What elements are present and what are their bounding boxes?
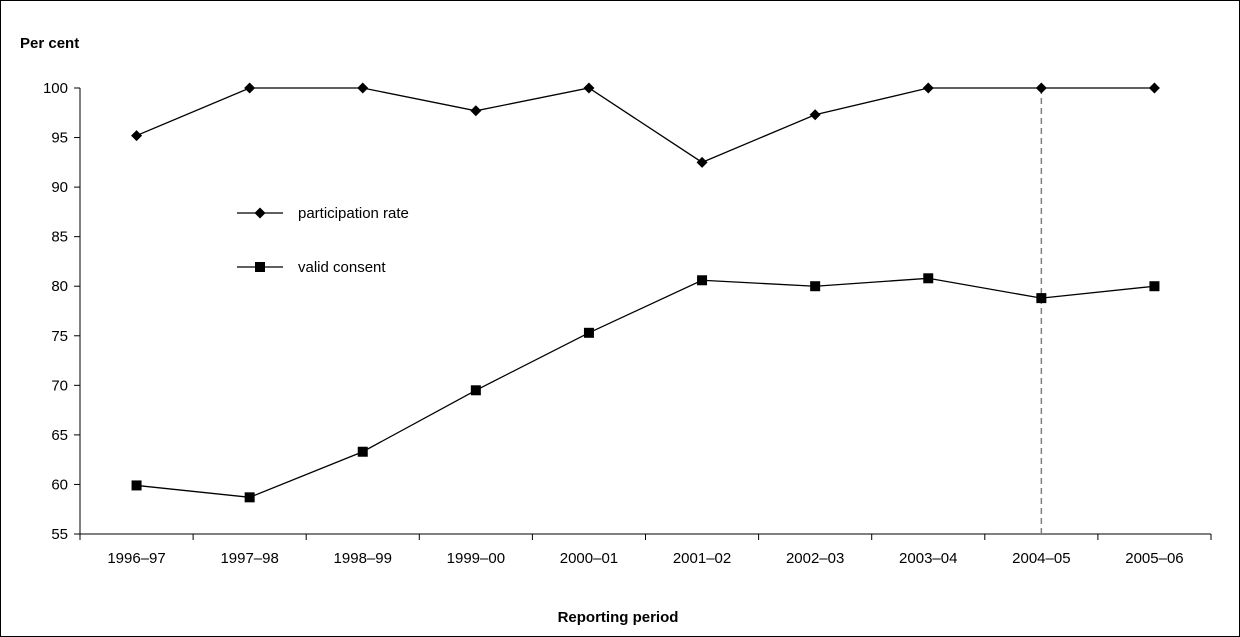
data-point-valid-consent xyxy=(131,480,142,491)
x-tick-label: 2002–03 xyxy=(786,550,844,567)
legend-item-participation-rate: participation rate xyxy=(237,205,409,222)
series-line-participation-rate xyxy=(136,87,1155,164)
legend: participation rate valid consent xyxy=(237,205,409,276)
data-point-participation-rate xyxy=(357,82,369,94)
y-tick-label: 70 xyxy=(51,377,68,394)
legend-label-valid-consent: valid consent xyxy=(298,259,386,276)
x-tick-label: 1998–99 xyxy=(334,550,392,567)
series-participation-rate xyxy=(131,82,1160,168)
x-tick-label: 1996–97 xyxy=(107,550,165,567)
series-valid-consent xyxy=(131,273,1160,503)
legend-marker-participation-rate xyxy=(254,207,266,219)
y-tick-label: 80 xyxy=(51,278,68,295)
data-point-valid-consent xyxy=(697,275,708,286)
data-point-valid-consent xyxy=(923,273,934,284)
series-layer xyxy=(131,82,1160,503)
y-tick-label: 95 xyxy=(51,130,68,147)
y-tick-label: 60 xyxy=(51,476,68,493)
data-point-participation-rate xyxy=(470,105,482,117)
y-tick-label: 85 xyxy=(51,229,68,246)
y-tick-label: 90 xyxy=(51,179,68,196)
data-point-participation-rate xyxy=(131,130,143,142)
legend-item-valid-consent: valid consent xyxy=(237,259,386,276)
data-point-participation-rate xyxy=(583,82,595,94)
x-tick-label: 2003–04 xyxy=(899,550,957,567)
y-tick-label: 65 xyxy=(51,427,68,444)
x-axis-title: Reporting period xyxy=(558,609,679,626)
axes: 55 60 65 70 75 80 85 90 95 100 1996–97 1997–98 1998–… xyxy=(43,80,1212,567)
data-point-valid-consent xyxy=(810,281,821,292)
data-point-participation-rate xyxy=(922,82,934,94)
data-point-valid-consent xyxy=(244,492,255,503)
data-point-participation-rate xyxy=(1148,82,1160,94)
x-tick-label: 2000–01 xyxy=(560,550,618,567)
legend-marker-valid-consent xyxy=(255,262,265,272)
data-point-participation-rate xyxy=(696,156,708,168)
data-point-valid-consent xyxy=(583,327,594,338)
data-point-participation-rate xyxy=(244,82,256,94)
x-tick-label: 2005–06 xyxy=(1125,550,1183,567)
data-point-valid-consent xyxy=(1149,281,1160,292)
y-tick-label: 75 xyxy=(51,328,68,345)
x-tick-label: 1999–00 xyxy=(447,550,505,567)
series-line-valid-consent xyxy=(136,277,1155,498)
y-tick-label: 100 xyxy=(43,80,68,97)
data-point-valid-consent xyxy=(470,385,481,396)
y-tick-label: 55 xyxy=(51,526,68,543)
x-tick-label: 1997–98 xyxy=(220,550,278,567)
y-axis-title: Per cent xyxy=(20,35,79,52)
data-point-participation-rate xyxy=(1035,82,1047,94)
data-point-valid-consent xyxy=(357,446,368,457)
data-point-valid-consent xyxy=(1036,293,1047,304)
x-tick-label: 2001–02 xyxy=(673,550,731,567)
data-point-participation-rate xyxy=(809,109,821,121)
legend-label-participation-rate: participation rate xyxy=(298,205,409,222)
x-tick-label: 2004–05 xyxy=(1012,550,1070,567)
